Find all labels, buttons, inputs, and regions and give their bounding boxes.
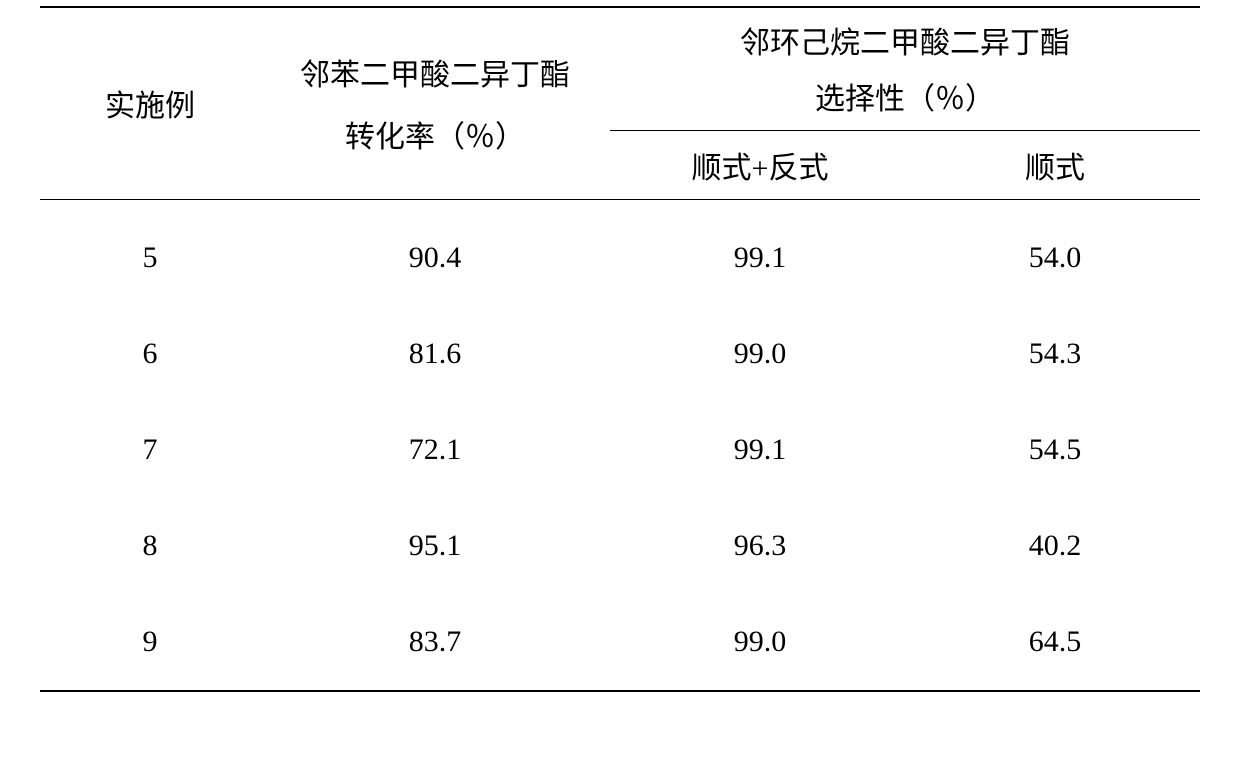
cell-example: 5	[40, 199, 260, 306]
table-row: 8 95.1 96.3 40.2	[40, 498, 1200, 594]
table-row: 6 81.6 99.0 54.3	[40, 306, 1200, 402]
data-table-container: 实施例 邻苯二甲酸二异丁酯 转化率（％） 邻环己烷二甲酸二异丁酯 选择性（％） …	[40, 0, 1200, 692]
table-row: 7 72.1 99.1 54.5	[40, 402, 1200, 498]
cell-sel-cis: 64.5	[910, 594, 1200, 691]
cell-example: 7	[40, 402, 260, 498]
cell-example: 8	[40, 498, 260, 594]
cell-sel-total: 99.1	[610, 402, 910, 498]
data-table: 实施例 邻苯二甲酸二异丁酯 转化率（％） 邻环己烷二甲酸二异丁酯 选择性（％） …	[40, 6, 1200, 692]
cell-sel-cis: 54.5	[910, 402, 1200, 498]
table-header: 实施例 邻苯二甲酸二异丁酯 转化率（％） 邻环己烷二甲酸二异丁酯 选择性（％） …	[40, 7, 1200, 199]
header-selectivity-cis-trans: 顺式+反式	[610, 130, 910, 199]
cell-sel-cis: 54.0	[910, 199, 1200, 306]
header-example: 实施例	[40, 7, 260, 199]
cell-example: 9	[40, 594, 260, 691]
cell-example: 6	[40, 306, 260, 402]
cell-conversion: 83.7	[260, 594, 610, 691]
cell-sel-cis: 40.2	[910, 498, 1200, 594]
cell-sel-total: 99.0	[610, 306, 910, 402]
header-conversion-line1: 邻苯二甲酸二异丁酯	[260, 50, 610, 94]
header-conversion-line2: 转化率（％）	[260, 112, 610, 156]
header-selectivity-group-line2: 选择性（％）	[610, 72, 1200, 130]
cell-sel-total: 96.3	[610, 498, 910, 594]
table-body: 5 90.4 99.1 54.0 6 81.6 99.0 54.3 7 72.1…	[40, 199, 1200, 691]
header-conversion: 邻苯二甲酸二异丁酯 转化率（％）	[260, 7, 610, 199]
table-row: 5 90.4 99.1 54.0	[40, 199, 1200, 306]
cell-sel-total: 99.1	[610, 199, 910, 306]
cell-conversion: 81.6	[260, 306, 610, 402]
header-selectivity-group-line1: 邻环己烷二甲酸二异丁酯	[610, 7, 1200, 72]
cell-conversion: 90.4	[260, 199, 610, 306]
cell-sel-total: 99.0	[610, 594, 910, 691]
cell-conversion: 95.1	[260, 498, 610, 594]
header-selectivity-cis: 顺式	[910, 130, 1200, 199]
cell-sel-cis: 54.3	[910, 306, 1200, 402]
table-row: 9 83.7 99.0 64.5	[40, 594, 1200, 691]
cell-conversion: 72.1	[260, 402, 610, 498]
